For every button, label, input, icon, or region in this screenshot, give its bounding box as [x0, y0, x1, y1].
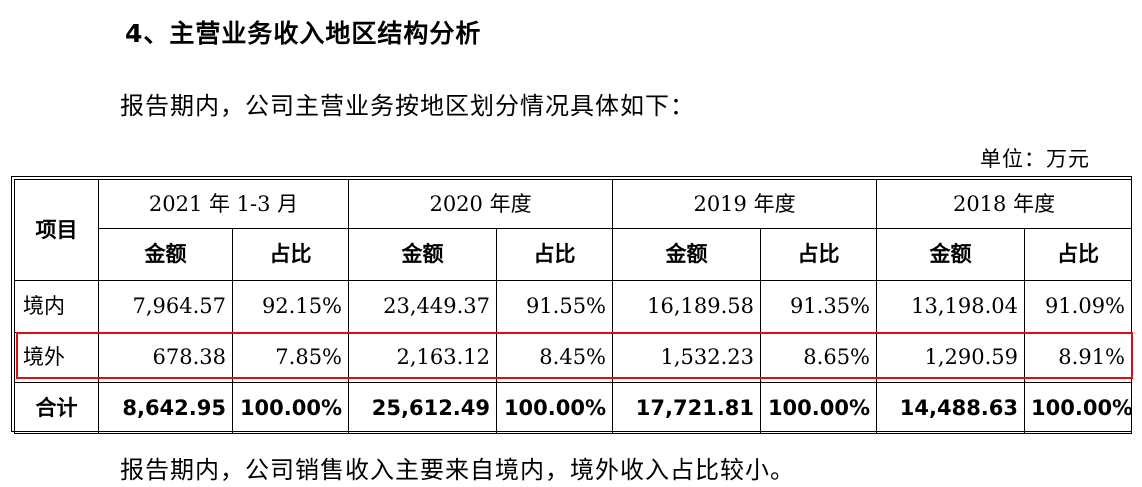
amount-cell: 14,488.63	[876, 382, 1026, 434]
amount-header: 金额	[876, 228, 1026, 281]
amount-cell: 17,721.81	[612, 382, 762, 434]
header-row-periods: 项目 2021 年 1-3 月 2020 年度 2019 年度 2018 年度	[14, 179, 1133, 281]
ratio-cell: 91.55%	[496, 280, 614, 333]
revenue-region-table-frame: 项目 2021 年 1-3 月 2020 年度 2019 年度 2018 年度 …	[11, 176, 1133, 434]
unit-label: 单位：万元	[980, 147, 1090, 171]
intro-paragraph: 报告期内，公司主营业务按地区划分情况具体如下：	[120, 92, 695, 120]
ratio-cell: 8.91%	[1024, 332, 1133, 383]
table-row-domestic: 境内 7,964.57 92.15% 23,449.37 91.55% 16,1…	[14, 280, 1133, 333]
ratio-cell: 100.00%	[231, 382, 350, 434]
amount-cell: 678.38	[98, 332, 233, 383]
ratio-header: 占比	[231, 228, 350, 281]
table-row-overseas: 境外 678.38 7.85% 2,163.12 8.45% 1,532.23 …	[14, 332, 1133, 383]
ratio-cell: 100.00%	[760, 382, 878, 434]
amount-cell: 2,163.12	[348, 332, 498, 383]
amount-cell: 8,642.95	[98, 382, 233, 434]
amount-cell: 1,532.23	[612, 332, 762, 383]
period-header-2018: 2018 年度	[876, 179, 1133, 229]
amount-cell: 13,198.04	[876, 280, 1026, 333]
ratio-cell: 100.00%	[496, 382, 614, 434]
ratio-cell: 8.65%	[760, 332, 878, 383]
ratio-cell: 8.45%	[496, 332, 614, 383]
ratio-cell: 100.00%	[1024, 382, 1133, 434]
amount-cell: 25,612.49	[348, 382, 498, 434]
ratio-header: 占比	[1024, 228, 1133, 281]
ratio-cell: 91.09%	[1024, 280, 1133, 333]
section-title: 4、主营业务收入地区结构分析	[125, 19, 482, 48]
revenue-region-table: 项目 2021 年 1-3 月 2020 年度 2019 年度 2018 年度 …	[14, 179, 1133, 434]
ratio-header: 占比	[496, 228, 614, 281]
header-row-metrics: 金额 占比 金额 占比 金额 占比 金额 占比	[15, 228, 1133, 281]
amount-header: 金额	[348, 228, 498, 281]
ratio-header: 占比	[760, 228, 878, 281]
ratio-cell: 7.85%	[231, 332, 350, 383]
row-label: 合计	[14, 382, 99, 434]
row-label: 境内	[14, 280, 99, 333]
ratio-cell: 91.35%	[760, 280, 878, 333]
table-row-total: 合计 8,642.95 100.00% 25,612.49 100.00% 17…	[14, 382, 1133, 434]
period-header-2021q1: 2021 年 1-3 月	[97, 179, 350, 229]
period-header-2020: 2020 年度	[348, 179, 614, 229]
ratio-cell: 92.15%	[231, 280, 350, 333]
row-label: 境外	[14, 332, 99, 383]
amount-header: 金额	[98, 228, 233, 281]
amount-cell: 23,449.37	[348, 280, 498, 333]
item-header: 项目	[14, 179, 99, 281]
period-header-2019: 2019 年度	[612, 179, 878, 229]
amount-cell: 16,189.58	[612, 280, 762, 333]
amount-cell: 1,290.59	[876, 332, 1026, 383]
conclusion-paragraph: 报告期内，公司销售收入主要来自境内，境外收入占比较小。	[120, 456, 795, 484]
amount-cell: 7,964.57	[98, 280, 233, 333]
amount-header: 金额	[612, 228, 762, 281]
